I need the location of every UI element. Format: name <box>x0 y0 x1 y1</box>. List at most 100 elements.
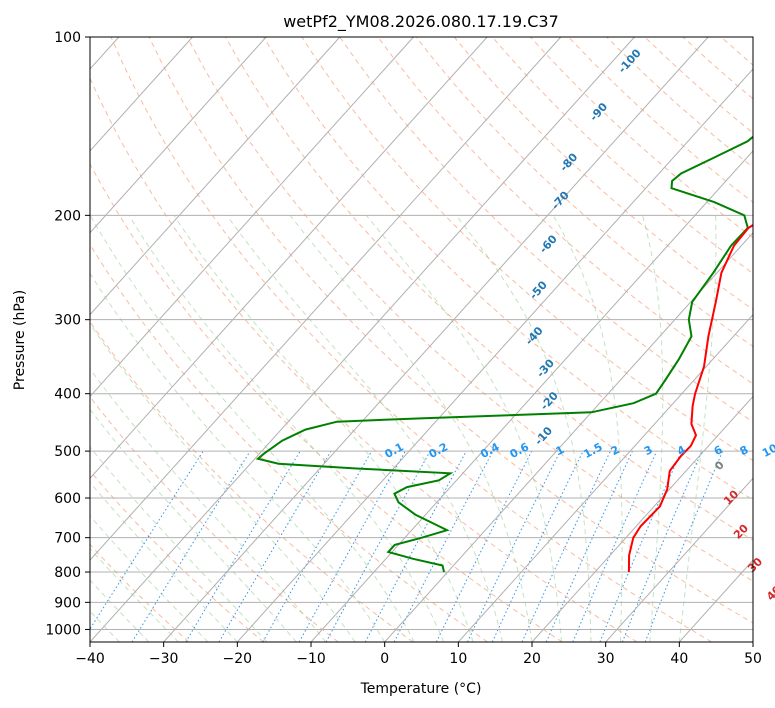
x-tick-label: 0 <box>380 651 389 667</box>
mixing-ratio-label: 6 <box>712 443 725 458</box>
moist-adiabat-line <box>90 481 238 642</box>
dry-adiabat-label: 40 <box>764 583 775 603</box>
isotherm-line <box>90 37 193 152</box>
plot-frame <box>89 36 754 643</box>
mixing-ratio-label: 0.6 <box>508 440 532 461</box>
dry-adiabat-line <box>377 37 753 385</box>
mixing-ratio-line <box>435 450 533 642</box>
isotherm-line <box>605 477 753 642</box>
sounding-series <box>255 135 753 573</box>
moist-adiabat-line <box>90 323 356 642</box>
moist-adiabat-line <box>90 515 209 642</box>
mixing-ratio-label: 0.1 <box>383 440 406 461</box>
moist-adiabat-line <box>226 215 503 642</box>
y-axis: 100 200 300 400 500 600 700 800 900 1000 <box>45 30 90 638</box>
mixing-ratio-line <box>599 450 682 642</box>
dry-adiabat-line <box>224 37 753 541</box>
mixing-ratio-label: 1.5 <box>581 440 604 461</box>
y-tick-label: 800 <box>54 565 81 581</box>
isotherm-label: -80 <box>557 150 580 174</box>
moist-adiabat-line <box>90 367 327 642</box>
dry-adiabat-line <box>90 470 264 642</box>
isotherm-line <box>90 37 562 561</box>
x-axis-label: Temperature (°C) <box>360 681 482 697</box>
isotherm-label: -10 <box>532 424 555 448</box>
x-tick-label: −10 <box>296 651 326 667</box>
isotherm-line <box>90 37 488 480</box>
isotherm-line <box>752 641 753 642</box>
mixing-ratio-line <box>572 450 658 642</box>
isotherm-label: -60 <box>537 232 560 256</box>
dry-adiabat-line <box>90 162 563 642</box>
mixing-ratio-line <box>521 450 611 642</box>
isotherm-lines <box>90 37 753 642</box>
dry-adiabat-line <box>90 320 414 642</box>
isotherm-line <box>163 37 709 642</box>
y-tick-label: 300 <box>54 313 81 329</box>
moist-adiabat-line <box>128 215 445 642</box>
moist-adiabat-line <box>90 215 415 642</box>
x-tick-label: 30 <box>597 651 615 667</box>
dry-adiabat-line <box>90 543 190 642</box>
y-axis-label: Pressure (hPa) <box>12 290 28 390</box>
dry-adiabat-line <box>301 37 753 462</box>
mixing-ratio-label: 0.2 <box>427 440 450 461</box>
dry-adiabat-line <box>453 37 753 311</box>
moist-adiabat-line <box>455 214 592 642</box>
dry-adiabat-label: 20 <box>731 521 751 541</box>
isotherm-line <box>457 313 753 642</box>
dry-adiabats <box>90 37 753 642</box>
y-tick-label: 900 <box>54 595 81 611</box>
moist-adiabat-line <box>552 215 623 642</box>
isotherm-line <box>531 395 753 642</box>
mixing-ratio-line <box>467 450 561 642</box>
x-tick-label: 10 <box>449 651 467 667</box>
isotherm-label: -40 <box>523 324 546 348</box>
dry-adiabat-line <box>644 37 753 134</box>
dry-adiabat-line <box>682 37 753 100</box>
x-axis: −40 −30 −20 −10 0 10 20 30 40 50 <box>75 642 762 667</box>
mixing-ratio-line <box>644 450 724 642</box>
isotherm-label: -90 <box>587 100 610 124</box>
y-tick-label: 100 <box>54 30 81 46</box>
mixing-ratio-label: 0.4 <box>478 440 502 461</box>
dry-adiabat-line <box>148 37 753 624</box>
x-tick-label: 20 <box>523 651 541 667</box>
dry-adiabat-line <box>568 37 753 203</box>
dry-adiabat-line <box>90 243 488 642</box>
mixing-ratio-line <box>131 450 251 642</box>
mixing-ratio-lines <box>90 450 724 642</box>
dry-adiabat-line <box>415 37 753 348</box>
mixing-ratio-line <box>325 450 431 642</box>
dewpoint-series-line <box>255 135 753 573</box>
moist-adiabat-line <box>90 272 386 642</box>
isotherm-line <box>90 37 635 642</box>
y-tick-label: 700 <box>54 531 81 547</box>
mixing-ratio-line <box>90 450 204 630</box>
mixing-ratio-line <box>298 450 406 642</box>
moist-adiabat-line <box>678 215 717 642</box>
mixing-ratio-line <box>262 450 373 642</box>
isotherm-line <box>678 559 753 642</box>
moist-adiabat-line <box>173 215 474 642</box>
dry-adiabat-line <box>90 76 638 642</box>
background-lines <box>90 37 753 642</box>
mixing-ratio-line <box>491 450 584 642</box>
isotherm-label: -20 <box>538 389 561 413</box>
dry-adiabat-line <box>530 37 753 239</box>
y-tick-label: 200 <box>54 208 81 224</box>
x-tick-label: 40 <box>670 651 688 667</box>
dry-adiabat-line <box>90 396 339 642</box>
isotherm-line <box>90 37 267 234</box>
mixing-ratio-label: 10 <box>760 441 775 460</box>
y-tick-label: 500 <box>54 444 81 460</box>
isotherm-line <box>310 150 753 642</box>
mixing-ratio-line <box>218 450 332 642</box>
dry-adiabat-line <box>263 37 753 501</box>
isotherm-line <box>384 231 753 642</box>
mixing-ratio-line <box>621 450 703 642</box>
y-tick-label: 400 <box>54 387 81 403</box>
chart-title: wetPf2_YM08.2026.080.17.19.C37 <box>283 12 559 32</box>
dry-adiabat-line <box>720 37 753 66</box>
